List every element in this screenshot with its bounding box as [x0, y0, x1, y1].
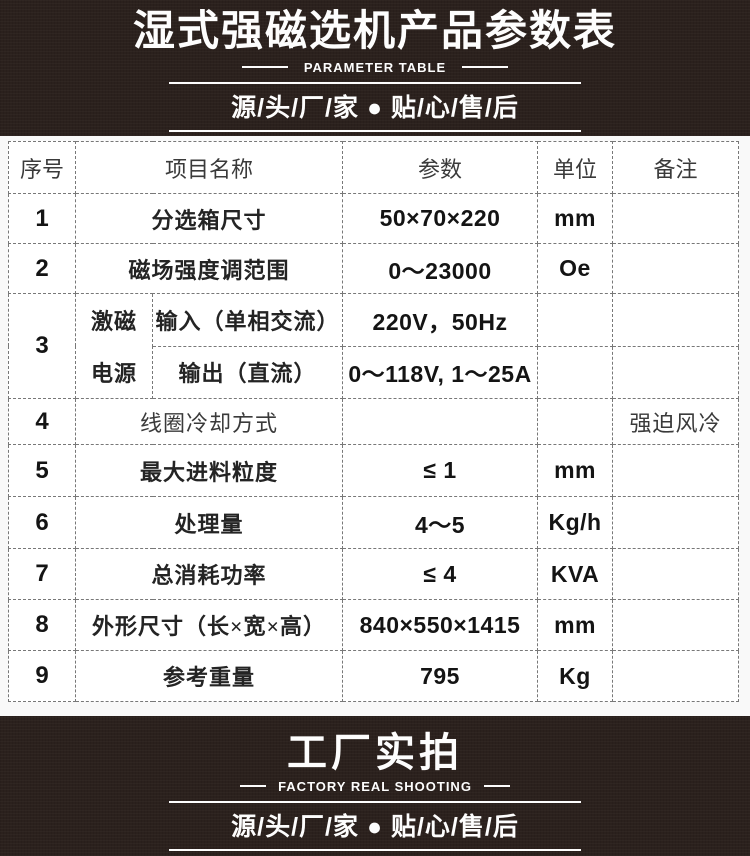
cell-r1-note: [612, 193, 740, 244]
cell-r8-name: 外形尺寸（长×宽×高）: [74, 599, 344, 651]
table-row-5: 5 最大进料粒度 ≤ 1 mm: [8, 444, 740, 497]
col-header-item: 项目名称: [74, 141, 344, 194]
cell-r2-unit: Oe: [537, 243, 614, 294]
cell-r1-param: 50×70×220: [342, 193, 539, 244]
right-dash-line: [462, 66, 509, 68]
cell-r5-no: 5: [8, 444, 76, 497]
table-row-4: 4 线圈冷却方式 强迫风冷: [8, 398, 740, 445]
table-row-2: 2 磁场强度调范围 0～23000 Oe: [8, 243, 740, 294]
col-header-param: 参数: [342, 141, 539, 194]
cell-r8-param: 840×550×1415: [342, 599, 539, 651]
footer-right-dash-line: [483, 785, 510, 787]
footer-subtitle: FACTORY REAL SHOOTING: [278, 778, 472, 794]
cell-r9-no: 9: [8, 650, 76, 702]
cell-r7-name: 总消耗功率: [74, 548, 344, 600]
cell-r1-no: 1: [8, 193, 76, 244]
footer-subtitle-row: FACTORY REAL SHOOTING: [0, 778, 750, 794]
cell-r7-unit: KVA: [537, 548, 614, 600]
cell-r3-group: 激磁 电源: [75, 293, 153, 399]
footer-slogan-text: 源/头/厂/家 ● 贴/心/售/后: [231, 813, 519, 841]
group-label-line1: 激磁: [90, 309, 137, 334]
cell-r3b-param: 0～118V, 1～25A: [342, 345, 539, 399]
cell-r9-param: 795: [342, 650, 539, 702]
group-label: 激磁 电源: [77, 295, 152, 398]
cell-r1-name: 分选箱尺寸: [74, 193, 344, 244]
table-row-3a: 3 激磁 电源 输入（单相交流） 220V，50Hz: [8, 293, 740, 399]
cell-r8-unit: mm: [537, 599, 614, 651]
cell-r2-no: 2: [8, 243, 76, 294]
cell-r5-note: [612, 444, 740, 497]
cell-r3a-note: [612, 293, 740, 347]
subtitle-row: PARAMETER TABLE: [0, 59, 750, 75]
cell-r2-note: [612, 243, 740, 294]
subtitle: PARAMETER TABLE: [303, 59, 447, 75]
slogan-banner: 源/头/厂/家 ● 贴/心/售/后: [169, 82, 581, 132]
cell-r3a-unit: [537, 293, 614, 347]
cell-r9-name: 参考重量: [74, 650, 344, 702]
cell-r7-note: [612, 548, 740, 600]
cell-r3a-param: 220V，50Hz: [342, 293, 539, 347]
page-title: 湿式强磁选机产品参数表: [132, 7, 617, 54]
cell-r6-param: 4～5: [342, 496, 539, 549]
col-header-unit: 单位: [537, 141, 614, 194]
cell-r3b-name: 输出（直流）: [151, 345, 344, 399]
table-panel: 序号 项目名称 参数 单位 备注 1 分选箱尺寸 50×70×220 mm 2 …: [0, 136, 750, 716]
footer-title: 工厂实拍: [287, 731, 463, 775]
table-header-row: 序号 项目名称 参数 单位 备注: [8, 141, 740, 194]
cell-r4-no: 4: [8, 398, 76, 445]
col-header-note: 备注: [612, 141, 740, 194]
cell-r3b-unit: [537, 345, 614, 399]
cell-r2-param: 0～23000: [342, 243, 539, 294]
table-row-7: 7 总消耗功率 ≤ 4 KVA: [8, 548, 740, 600]
cell-r5-unit: mm: [537, 444, 614, 497]
col-header-no: 序号: [8, 141, 76, 194]
cell-r7-param: ≤ 4: [342, 548, 539, 600]
footer-slogan-banner: 源/头/厂/家 ● 贴/心/售/后: [169, 801, 581, 851]
table-row-8: 8 外形尺寸（长×宽×高） 840×550×1415 mm: [8, 599, 740, 651]
top-banner: 湿式强磁选机产品参数表 PARAMETER TABLE 源/头/厂/家 ● 贴/…: [0, 0, 750, 136]
table-row-1: 1 分选箱尺寸 50×70×220 mm: [8, 193, 740, 244]
left-dash-line: [241, 66, 288, 68]
cell-r3a-name: 输入（单相交流）: [151, 293, 344, 347]
footer-left-dash-line: [240, 785, 267, 787]
cell-r6-note: [612, 496, 740, 549]
group-label-line2: 电源: [90, 361, 137, 386]
cell-r3b-note: [612, 345, 740, 399]
table-row-9: 9 参考重量 795 Kg: [8, 650, 740, 702]
cell-r7-no: 7: [8, 548, 76, 600]
cell-r8-no: 8: [8, 599, 76, 651]
cell-r4-param: [342, 398, 539, 445]
cell-r4-note: 强迫风冷: [612, 398, 740, 445]
cell-r3-no: 3: [8, 293, 76, 399]
bottom-banner: 工厂实拍 FACTORY REAL SHOOTING 源/头/厂/家 ● 贴/心…: [0, 716, 750, 856]
cell-r4-name: 线圈冷却方式: [74, 398, 344, 445]
cell-r6-name: 处理量: [74, 496, 344, 549]
cell-r1-unit: mm: [537, 193, 614, 244]
cell-r4-unit: [537, 398, 614, 445]
table-row-3b: 输出（直流） 0～118V, 1～25A: [9, 345, 740, 399]
cell-r9-note: [612, 650, 740, 702]
table-row-6: 6 处理量 4～5 Kg/h: [8, 496, 740, 549]
slogan-text: 源/头/厂/家 ● 贴/心/售/后: [231, 94, 519, 122]
cell-r6-no: 6: [8, 496, 76, 549]
cell-r8-note: [612, 599, 740, 651]
cell-r5-name: 最大进料粒度: [74, 444, 344, 497]
cell-r6-unit: Kg/h: [537, 496, 614, 549]
cell-r9-unit: Kg: [537, 650, 614, 702]
parameter-table: 序号 项目名称 参数 单位 备注 1 分选箱尺寸 50×70×220 mm 2 …: [8, 141, 740, 702]
cell-r2-name: 磁场强度调范围: [74, 243, 344, 294]
cell-r5-param: ≤ 1: [342, 444, 539, 497]
